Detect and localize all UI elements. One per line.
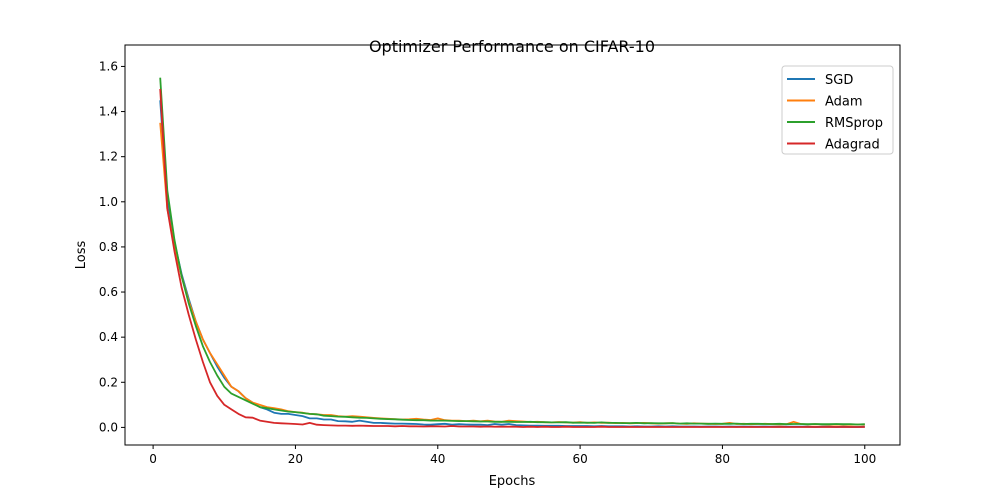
chart-title: Optimizer Performance on CIFAR-10	[369, 37, 655, 56]
legend: SGD Adam RMSprop Adagrad	[781, 65, 894, 155]
legend-label: SGD	[825, 73, 853, 88]
x-tick-label: 20	[288, 452, 303, 466]
y-tick-label: 0.6	[99, 285, 118, 299]
x-tick-label: 0	[149, 452, 157, 466]
series-line-rmsprop	[159, 77, 865, 426]
legend-label: Adagrad	[825, 138, 880, 153]
legend-label: Adam	[825, 95, 863, 110]
series-line-adam	[159, 122, 865, 426]
x-tick-label: 60	[572, 452, 587, 466]
legend-box	[781, 65, 894, 155]
y-tick-label: 1.0	[99, 195, 118, 209]
plot-area-frame	[124, 44, 901, 446]
y-tick-label: 1.4	[99, 105, 118, 119]
series-line-sgd	[159, 100, 865, 428]
y-axis-label: Loss	[74, 241, 89, 270]
y-tick-label: 0.0	[99, 420, 118, 434]
series-line-adagrad	[159, 88, 865, 428]
legend-label: RMSprop	[825, 116, 883, 131]
y-tick-label: 1.2	[99, 150, 118, 164]
x-tick-label: 80	[715, 452, 730, 466]
y-tick-label: 0.2	[99, 375, 118, 389]
y-tick-label: 0.8	[99, 240, 118, 254]
x-tick-label: 40	[430, 452, 445, 466]
x-tick-label: 100	[853, 452, 876, 466]
y-tick-label: 1.6	[99, 59, 118, 73]
y-tick-label: 0.4	[99, 330, 118, 344]
x-axis-label: Epochs	[489, 474, 536, 489]
